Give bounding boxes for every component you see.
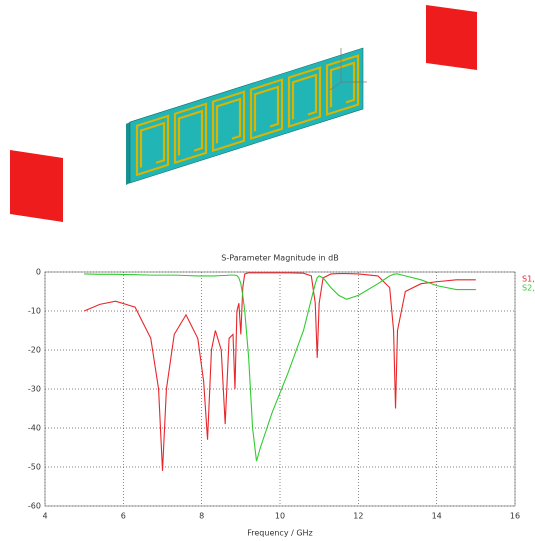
y-tick-label: -10 [28,307,41,316]
y-tick-label: -40 [28,424,41,433]
port-plane [10,150,63,222]
x-tick-label: 6 [121,512,126,521]
substrate [130,48,363,183]
port-plane [426,5,477,70]
legend-entry: S1, [522,275,535,284]
x-tick-label: 12 [353,512,363,521]
y-tick-label: -60 [28,502,41,511]
x-tick-label: 8 [199,512,204,521]
legend-entry: S2, [522,284,535,293]
x-axis-label: Frequency / GHz [247,529,313,538]
x-tick-label: 16 [510,512,520,521]
model-view [10,5,477,222]
y-tick-label: 0 [36,268,41,277]
y-tick-label: -30 [28,385,41,394]
y-tick-label: -20 [28,346,41,355]
x-tick-label: 4 [42,512,47,521]
substrate-side [126,122,130,185]
y-tick-label: -50 [28,463,41,472]
screenshot: S-Parameter Magnitude in dB Frequency / … [0,0,535,541]
x-tick-label: 14 [432,512,442,521]
chart-title: S-Parameter Magnitude in dB [221,254,338,263]
x-tick-label: 10 [275,512,285,521]
